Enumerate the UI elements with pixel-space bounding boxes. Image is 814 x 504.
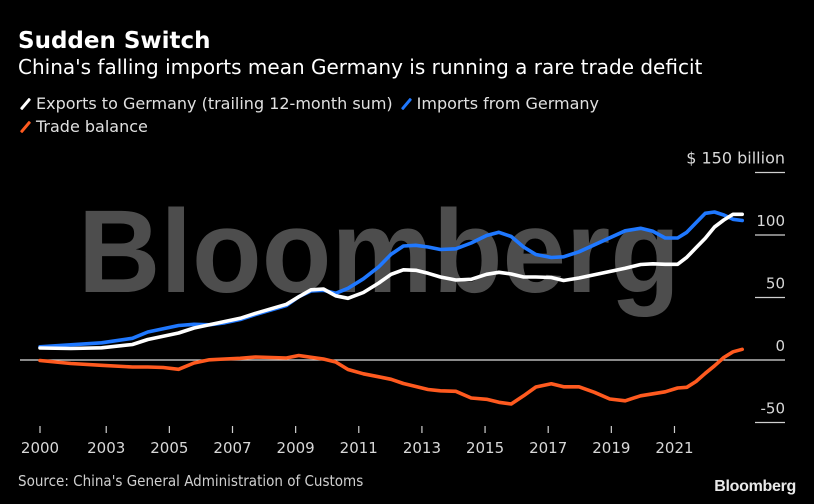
x-tick-label: 2015 — [466, 439, 504, 457]
legend-item-balance: Trade balance — [18, 117, 148, 136]
chart-subtitle: China's falling imports mean Germany is … — [18, 55, 703, 79]
x-tick-label: 2013 — [403, 439, 441, 457]
x-tick-label: 2017 — [529, 439, 567, 457]
y-tick-label: 0 — [775, 337, 785, 355]
x-tick-label: 2021 — [655, 439, 693, 457]
legend-label-exports: Exports to Germany (trailing 12-month su… — [36, 94, 393, 113]
x-tick-label: 2007 — [213, 439, 251, 457]
x-tick-label: 2003 — [87, 439, 125, 457]
x-tick-label: 2011 — [340, 439, 378, 457]
series-line-exports — [38, 212, 744, 351]
legend-row-1: Exports to Germany (trailing 12-month su… — [18, 94, 605, 113]
series-line-trade-balance — [38, 347, 744, 406]
y-axis: $ 150 billion 100 50 0 -50 — [686, 149, 786, 424]
legend-label-balance: Trade balance — [36, 117, 148, 136]
series-layer — [38, 210, 744, 406]
source-note: Source: China's General Administration o… — [18, 472, 364, 490]
y-tick-label: 50 — [766, 275, 785, 293]
x-tick-label: 2019 — [592, 439, 630, 457]
x-tick-label: 2005 — [150, 439, 188, 457]
watermark-text: Bloomberg — [78, 186, 680, 318]
x-tick-label: 2000 — [21, 439, 59, 457]
chart-title: Sudden Switch — [18, 28, 211, 54]
legend-item-imports: Imports from Germany — [399, 94, 599, 113]
legend-label-imports: Imports from Germany — [416, 94, 600, 113]
x-axis: 2000 2003 2005 2007 2009 2011 2013 2015 2017 2019… — [21, 426, 694, 457]
x-tick-label: 2009 — [277, 439, 315, 457]
y-tick-label: $ 150 billion — [686, 149, 785, 168]
y-tick-label: 100 — [756, 212, 785, 230]
legend-row-2: Trade balance — [18, 117, 154, 136]
legend-item-exports: Exports to Germany (trailing 12-month su… — [18, 94, 393, 113]
y-tick-label: -50 — [761, 400, 786, 418]
bloomberg-logo: Bloomberg — [714, 478, 796, 495]
